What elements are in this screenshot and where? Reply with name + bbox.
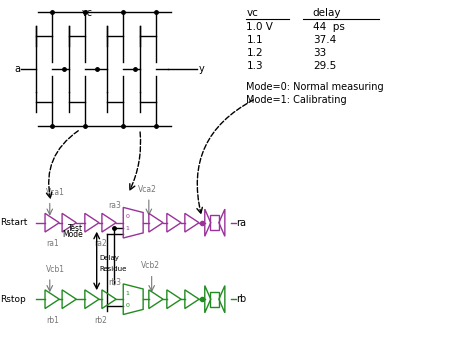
Text: 1.0 V: 1.0 V <box>246 22 273 32</box>
Text: Delay: Delay <box>99 255 119 260</box>
Text: 1: 1 <box>126 291 129 295</box>
Text: Vca1: Vca1 <box>46 188 65 197</box>
Text: a: a <box>14 64 20 74</box>
Text: Residue: Residue <box>99 267 127 272</box>
Text: 0: 0 <box>126 214 129 219</box>
Text: y: y <box>199 64 205 74</box>
Text: Vca2: Vca2 <box>138 185 157 194</box>
Text: rb2: rb2 <box>94 316 107 324</box>
Text: 0: 0 <box>126 303 129 308</box>
Text: rb3: rb3 <box>108 278 121 287</box>
Text: 33: 33 <box>313 48 326 58</box>
Bar <box>210 292 219 307</box>
Text: 44  ps: 44 ps <box>313 22 345 32</box>
Bar <box>210 215 219 230</box>
Text: 1.1: 1.1 <box>246 35 263 45</box>
Text: Rstop: Rstop <box>0 295 26 304</box>
Text: Mode=1: Calibrating: Mode=1: Calibrating <box>246 95 347 105</box>
Text: Test: Test <box>68 224 83 233</box>
Text: Mode=0: Normal measuring: Mode=0: Normal measuring <box>246 82 384 91</box>
Text: delay: delay <box>313 8 341 18</box>
Text: Mode: Mode <box>62 230 83 239</box>
Text: vc: vc <box>246 8 258 18</box>
Text: 1.3: 1.3 <box>246 61 263 71</box>
Text: 1: 1 <box>126 226 129 231</box>
Text: ra3: ra3 <box>108 201 121 210</box>
Text: rb: rb <box>237 294 247 304</box>
Text: rb1: rb1 <box>46 316 60 324</box>
Text: ra1: ra1 <box>47 239 59 248</box>
Text: 29.5: 29.5 <box>313 61 336 71</box>
Text: Rstart: Rstart <box>0 218 27 227</box>
Text: ra: ra <box>237 218 246 228</box>
Text: Vcb1: Vcb1 <box>46 265 65 274</box>
Text: ra2: ra2 <box>94 239 107 248</box>
Text: vc: vc <box>82 8 93 18</box>
Text: Vcb2: Vcb2 <box>141 261 160 270</box>
Text: 37.4: 37.4 <box>313 35 336 45</box>
Text: 1.2: 1.2 <box>246 48 263 58</box>
